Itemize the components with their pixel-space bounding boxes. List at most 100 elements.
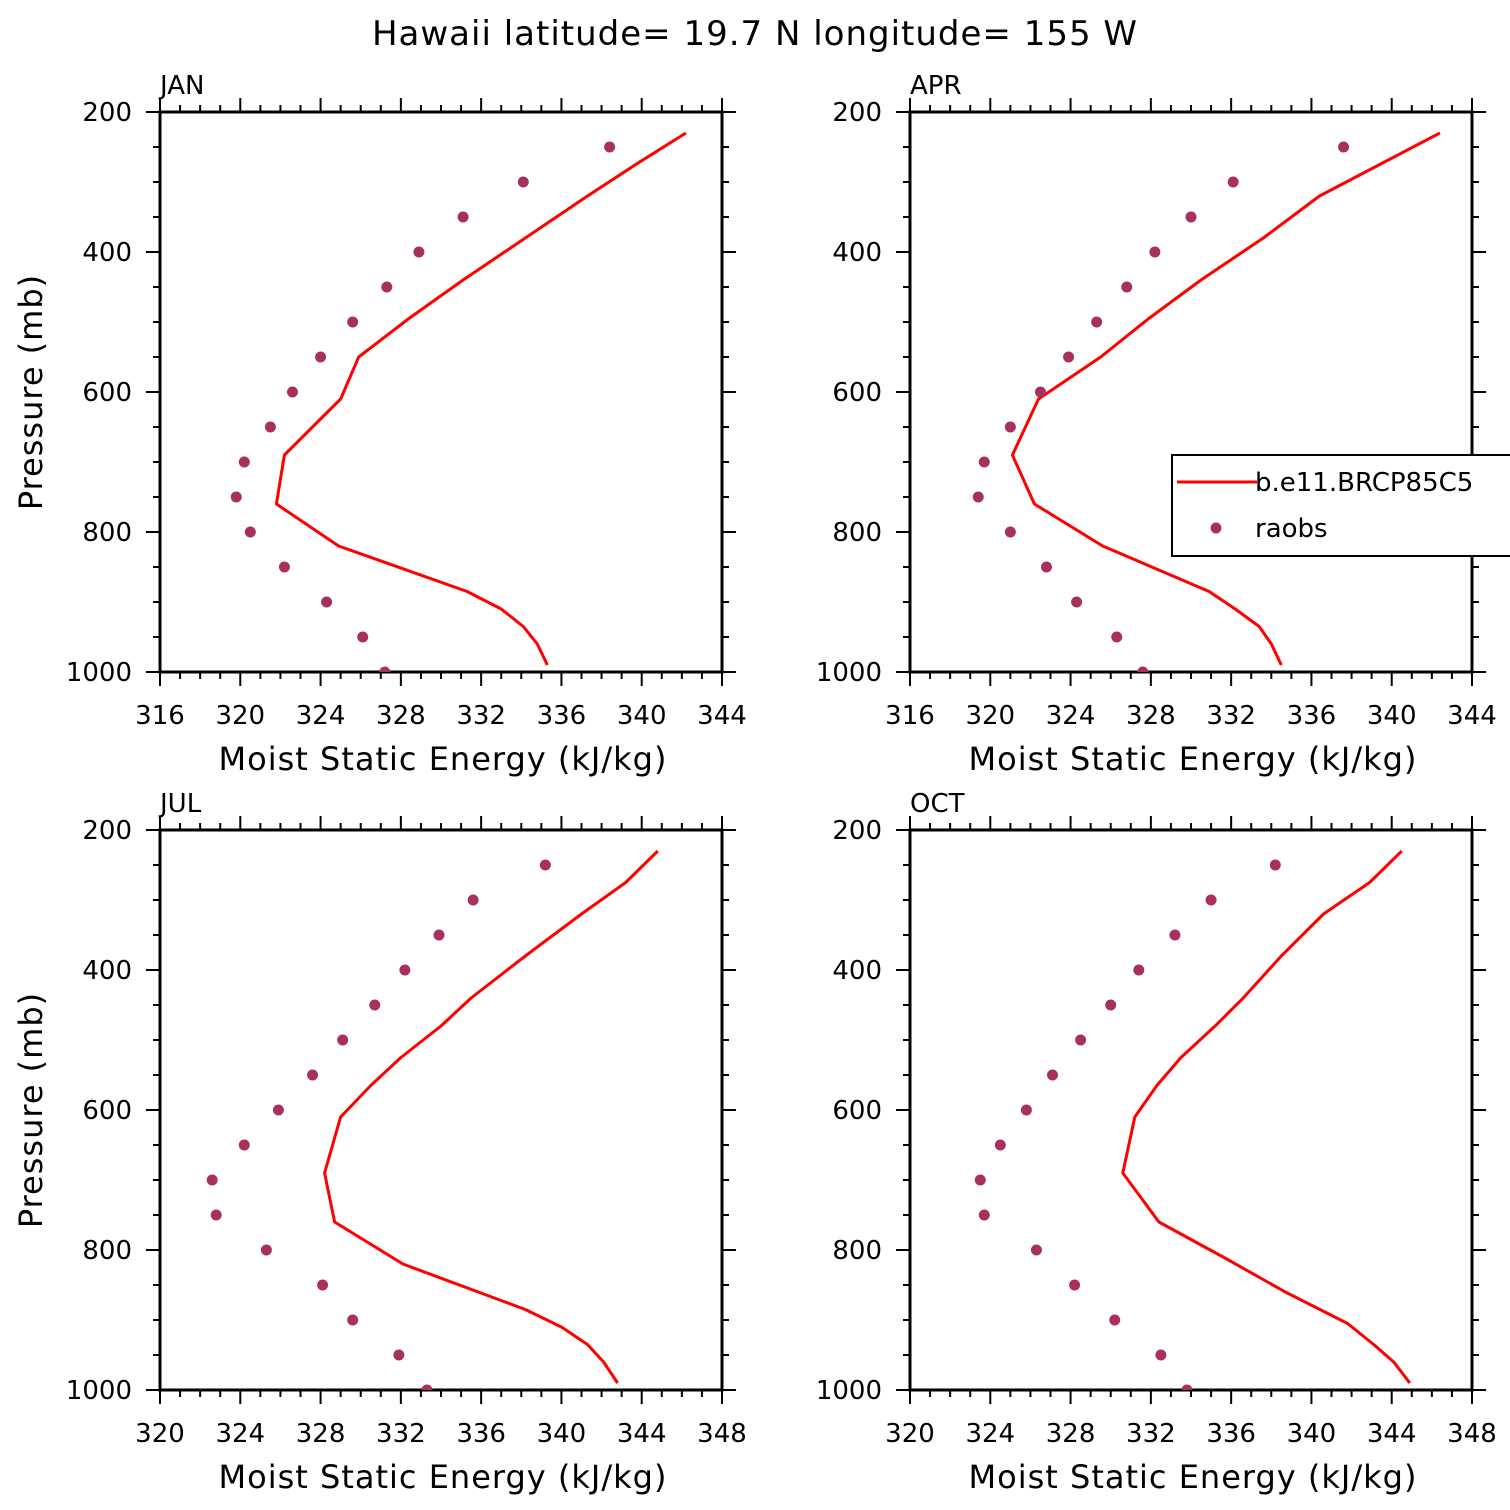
legend-box [1171,454,1510,557]
raobs-point [1205,894,1217,906]
x-tick-label: 332 [1206,701,1256,731]
panel-oct-title: OCT [910,789,965,819]
panel-jul-frame [158,828,724,1392]
raobs-point [238,456,250,468]
x-tick-label: 316 [135,701,185,731]
raobs-point [1004,421,1016,433]
raobs-point [1105,999,1117,1011]
raobs-point [1091,316,1103,328]
raobs-point [1227,176,1239,188]
x-tick-label: 340 [1287,1419,1337,1449]
panel-oct-frame [908,828,1474,1392]
x-tick-label: 340 [617,701,667,731]
panel-jan: JAN 316 320 324 328 332 336 340 344 200 400 600 800 1… [12,71,747,778]
panel-apr-data [972,131,1441,672]
raobs-point [244,526,256,538]
y-tick-label: 600 [832,1096,882,1126]
x-tick-label: 344 [617,1419,667,1449]
raobs-point [321,596,333,608]
raobs-point [381,281,393,293]
y-tick-label: 400 [832,238,882,268]
raobs-point [1020,1104,1032,1116]
y-tick-label: 200 [832,98,882,128]
raobs-point [1071,596,1083,608]
raobs-point [238,1139,250,1151]
panel-oct-data [974,849,1411,1390]
x-axis-label: Moist Static Energy (kJ/kg) [969,740,1418,778]
raobs-point [1047,1069,1059,1081]
raobs-point [264,421,276,433]
model-line [274,131,687,666]
x-tick-label: 344 [697,701,747,731]
raobs-point [1040,561,1052,573]
raobs-point [1133,964,1145,976]
raobs-point [369,999,381,1011]
raobs-point [1137,666,1149,672]
raobs-point [1034,386,1046,398]
raobs-point [1269,859,1281,871]
x-tick-label: 332 [376,1419,426,1449]
raobs-point [604,141,616,153]
x-tick-label: 324 [965,1419,1015,1449]
raobs-point [286,386,298,398]
raobs-point [347,1314,359,1326]
panel-jul-data [206,849,659,1390]
panel-jan-data [230,131,687,672]
y-tick-label: 200 [82,816,132,846]
raobs-point [517,176,529,188]
model-line [1121,849,1411,1384]
x-axis-label: Moist Static Energy (kJ/kg) [219,1458,668,1496]
y-tick-label: 1000 [66,1376,132,1406]
raobs-point [421,1384,433,1390]
raobs-point [1338,141,1350,153]
y-tick-label: 1000 [66,658,132,688]
panel-apr: APR 316 320 324 328 332 336 340 344 200 400 600 800 1… [816,71,1510,778]
x-tick-label: 320 [965,701,1015,731]
legend-dot-swatch [1210,522,1222,534]
raobs-point [1149,246,1161,258]
x-tick-label: 328 [296,1419,346,1449]
raobs-point [1063,351,1075,363]
raobs-point [433,929,445,941]
panel-oct: OCT 320 324 328 332 336 340 344 348 200 400 600 800 1… [816,789,1497,1496]
raobs-point [539,859,551,871]
raobs-point [307,1069,319,1081]
panel-jul-title: JUL [158,789,202,819]
raobs-point [467,894,479,906]
panels: JAN 316 320 324 328 332 336 340 344 200 400 600 800 1… [12,71,1510,1496]
x-axis-label: Moist Static Energy (kJ/kg) [219,740,668,778]
x-tick-label: 336 [456,1419,506,1449]
x-tick-label: 336 [1206,1419,1256,1449]
figure-title: Hawaii latitude= 19.7 N longitude= 155 W [372,14,1138,54]
legend-obs-label: raobs [1255,514,1328,544]
legend: b.e11.BRCP85C5 raobs [1171,454,1510,557]
raobs-point [1004,526,1016,538]
model-line [323,849,659,1384]
y-tick-label: 600 [82,378,132,408]
panel-apr-title: APR [910,71,962,101]
y-axis-label: Pressure (mb) [12,274,50,510]
raobs-point [972,491,984,503]
x-tick-label: 320 [135,1419,185,1449]
raobs-point [393,1349,405,1361]
raobs-point [1069,1279,1081,1291]
panel-jul: JUL 320 324 328 332 336 340 344 348 200 400 600 800 1… [12,789,747,1496]
y-tick-label: 800 [82,1236,132,1266]
raobs-point [357,631,369,643]
raobs-point [1109,1314,1121,1326]
x-tick-label: 328 [1046,1419,1096,1449]
raobs-point [1169,929,1181,941]
raobs-point [315,351,327,363]
y-tick-label: 800 [832,1236,882,1266]
raobs-point [1111,631,1123,643]
x-tick-label: 336 [1287,701,1337,731]
y-tick-label: 400 [82,956,132,986]
raobs-point [1030,1244,1042,1256]
panel-apr-frame [908,110,1474,674]
x-tick-label: 320 [885,1419,935,1449]
model-line [1010,131,1441,666]
y-tick-label: 200 [82,98,132,128]
raobs-point [978,1209,990,1221]
raobs-point [230,491,242,503]
